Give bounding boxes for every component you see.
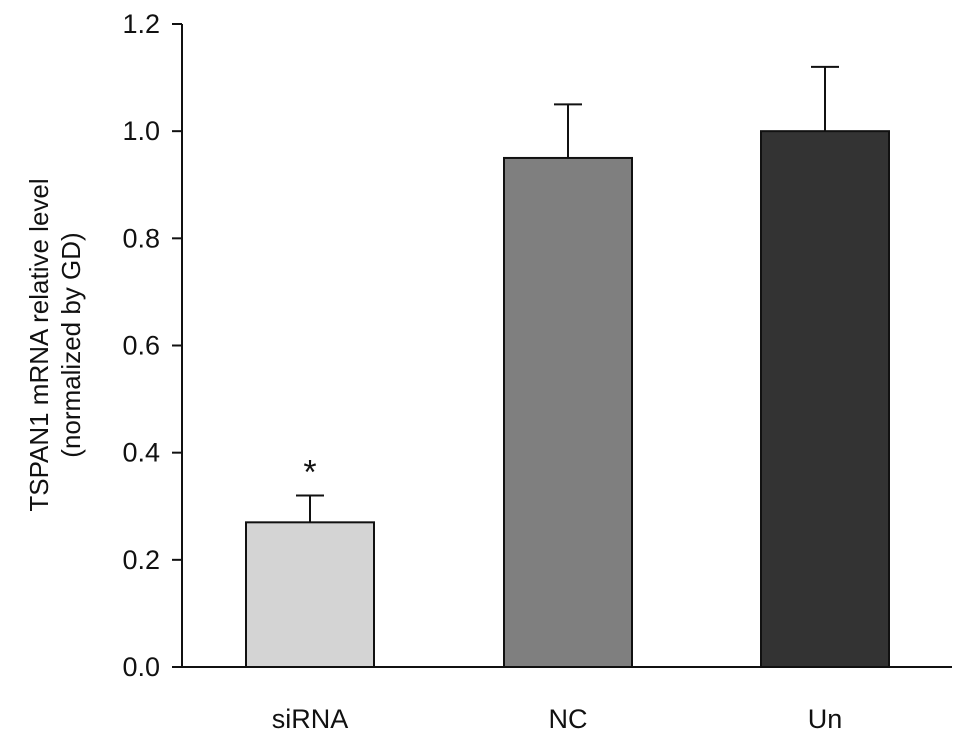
y-tick-label: 0.2	[122, 545, 160, 575]
x-tick-label-sirna: siRNA	[272, 704, 349, 734]
bar-un	[760, 130, 890, 668]
significance-asterisk-sirna: *	[303, 454, 316, 492]
y-tick-label: 0.4	[122, 438, 160, 468]
x-tick-label-un: Un	[808, 704, 843, 734]
y-tick-label: 0.6	[122, 331, 160, 361]
y-tick-label: 1.0	[122, 116, 160, 146]
y-tick-label: 0.8	[122, 223, 160, 253]
y-ticks-layer: 0.0 0.2 0.4 0.6 0.8 1.0 1.2	[122, 9, 182, 682]
bars-layer	[245, 130, 890, 669]
y-axis-title: TSPAN1 mRNA relative level (normalized b…	[24, 178, 86, 511]
x-categories-layer: siRNA NC Un	[272, 704, 843, 734]
y-axis-title-line-1: TSPAN1 mRNA relative level	[24, 178, 54, 511]
y-axis-title-line-2: (normalized by GD)	[56, 232, 86, 457]
bar-nc	[503, 156, 633, 668]
bar-sirna	[245, 521, 375, 669]
error-bars-layer	[296, 65, 839, 523]
y-tick-label: 1.2	[122, 9, 160, 39]
x-tick-label-nc: NC	[549, 704, 588, 734]
annotations-layer: *	[303, 454, 316, 492]
y-tick-label: 0.0	[122, 652, 160, 682]
